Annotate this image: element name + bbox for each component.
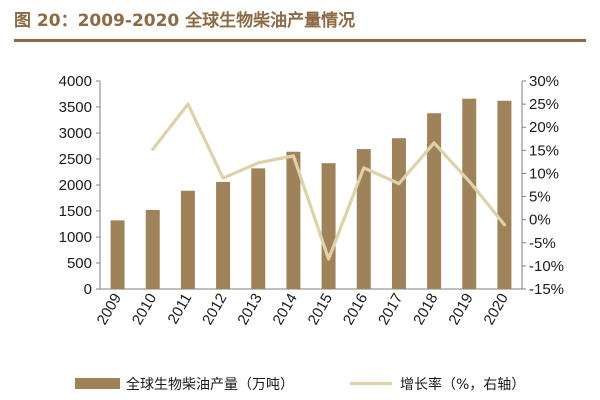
x-tick-label: 2011 [165, 291, 196, 327]
bar-series [110, 98, 512, 290]
bar-2009 [110, 220, 125, 289]
line-series [151, 102, 507, 261]
x-tick-label: 2015 [305, 291, 336, 328]
left-tick-label: 4000 [59, 73, 92, 90]
x-tick-label: 2020 [480, 291, 511, 328]
left-tick-label: 500 [67, 255, 92, 272]
right-tick-label: -15% [529, 281, 564, 298]
right-tick-label: 0% [529, 212, 551, 229]
bar-2017 [391, 138, 406, 289]
x-tick-label: 2019 [445, 291, 476, 328]
right-tick-label: 10% [529, 165, 559, 182]
left-tick-label: 2500 [59, 151, 92, 168]
bar-2015 [321, 163, 336, 289]
x-tick-label: 2013 [234, 291, 265, 328]
bar-2010 [145, 209, 160, 289]
x-tick-label: 2009 [94, 291, 125, 328]
right-tick-label: 5% [529, 189, 551, 206]
left-tick-label: 3500 [59, 99, 92, 116]
bar-2012 [216, 181, 231, 289]
legend-line-label: 增长率（%，右轴） [400, 376, 525, 393]
legend-bar-swatch [75, 378, 120, 389]
left-tick-label: 0 [84, 281, 92, 298]
right-tick-label: -5% [529, 235, 556, 252]
right-tick-label: 15% [529, 142, 559, 159]
x-tick-label: 2018 [410, 291, 441, 328]
legend: 全球生物柴油产量（万吨） 增长率（%，右轴） [75, 376, 525, 393]
bar-2013 [251, 168, 266, 289]
legend-bar-label: 全球生物柴油产量（万吨） [126, 376, 294, 393]
right-tick-label: 30% [529, 73, 559, 90]
bar-2014 [286, 151, 301, 289]
x-tick-label: 2016 [340, 291, 371, 328]
left-tick-label: 3000 [59, 125, 92, 142]
x-tick-label: 2017 [375, 291, 406, 328]
figure-title: 图 20：2009-2020 全球生物柴油产量情况 [14, 11, 356, 31]
bar-2016 [356, 149, 371, 289]
left-tick-label: 1000 [59, 229, 92, 246]
left-tick-label: 1500 [59, 203, 92, 220]
right-tick-label: -10% [529, 258, 564, 275]
x-tick-label: 2014 [269, 291, 300, 328]
bar-2018 [427, 113, 442, 290]
right-axis-ticks: -15% -10% -5% 0% 5% 10% 15% 20% 25% 30% [522, 73, 564, 298]
bar-2019 [462, 98, 477, 290]
left-tick-label: 2000 [59, 177, 92, 194]
bar-2020 [497, 100, 512, 289]
x-tick-label: 2010 [129, 291, 160, 328]
left-axis-ticks: 0 500 1000 1500 2000 2500 3000 3500 4000 [59, 73, 100, 298]
title-rule [14, 39, 586, 42]
x-axis-ticks: 2009 2010 2011 2012 2013 2014 2015 2016 2017 2018… [94, 291, 512, 328]
x-tick-label: 2012 [199, 291, 230, 328]
right-tick-label: 25% [529, 96, 559, 113]
right-tick-label: 20% [529, 119, 559, 136]
bar-2011 [180, 190, 195, 289]
